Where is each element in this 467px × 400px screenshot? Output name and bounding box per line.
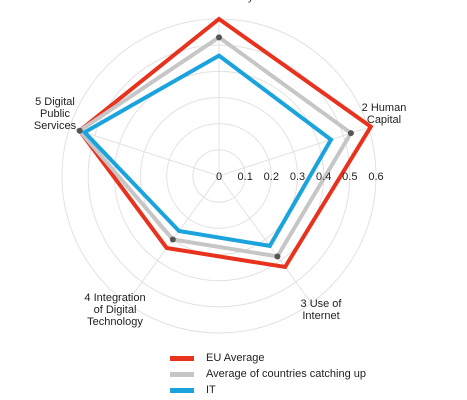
legend-swatch (170, 387, 194, 393)
legend-label: IT (206, 384, 216, 396)
axis-label: 4 Integration of Digital Technology (84, 292, 145, 328)
tick-label: 0.3 (290, 171, 305, 183)
grid-spoke (218, 127, 369, 177)
tick-label: 0.1 (238, 171, 253, 183)
legend-swatch (170, 355, 194, 361)
legend-swatch (170, 371, 194, 377)
data-point (274, 253, 281, 260)
legend-item-eu-average: EU Average (170, 350, 366, 366)
tick-label: 0.2 (264, 171, 279, 183)
data-point (347, 130, 354, 137)
grid-spoke (218, 175, 312, 304)
legend-label: Average of countries catching up (206, 368, 367, 380)
data-point (216, 34, 222, 41)
axis-label: 2 Human Capital (362, 102, 407, 126)
tick-label: 0 (216, 171, 222, 183)
tick-label: 0.4 (316, 171, 331, 183)
legend: EU Average Average of countries catching… (170, 350, 366, 398)
series-line (76, 16, 374, 270)
tick-label: 0.5 (342, 171, 357, 183)
series-line (81, 53, 334, 249)
tick-label: 0.6 (368, 171, 383, 183)
legend-item-it: IT (170, 382, 366, 398)
axis-label: 3 Use of Internet (301, 298, 343, 322)
series-line (76, 34, 354, 259)
legend-item-catching-up: Average of countries catching up (170, 366, 366, 382)
legend-label: EU Average (206, 352, 265, 364)
data-point (76, 127, 83, 134)
grid-spoke (69, 127, 220, 177)
axis-label: 1 Connectivity (184, 0, 254, 3)
axis-label: 5 Digital Public Services (34, 96, 77, 132)
data-point (169, 236, 176, 243)
